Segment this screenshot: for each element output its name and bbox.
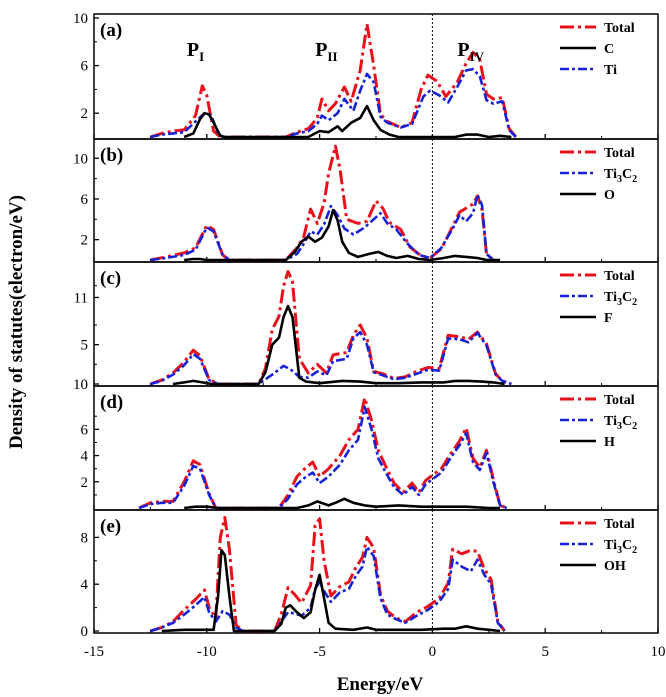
y-tick-label: 10 [73,151,88,167]
panel-label: (e) [100,516,121,537]
x-axis-label: Energy/eV [337,674,424,695]
peak-label: PI [187,39,204,64]
series-group [149,22,518,139]
y-tick-label: 10 [73,11,88,27]
y-tick-label: 8 [81,530,89,546]
series-line-c [183,104,512,139]
series-line-total [150,144,495,262]
legend-label-o: O [604,188,615,203]
x-tick-label: -5 [313,644,326,660]
y-tick-label: 4 [81,577,89,593]
legend: Total Ti3C2 F [560,269,637,326]
panels-layer: 2 6 10 (a) Total C Ti PI PII PIV 2 6 10 (b) Total Ti3C2… [73,11,659,640]
legend-label-ti3c2: Ti3C2 [604,167,637,185]
legend: Total Ti3C2 OH [560,517,637,574]
series-line-h [184,497,501,510]
y-tick-label: 0 [81,624,89,640]
peak-label: PII [315,39,337,64]
series-line-o [184,208,501,262]
legend: Total Ti3C2 O [560,146,637,203]
series-group [150,144,501,262]
series-line-total [149,270,512,386]
x-tick-label: 10 [651,644,666,660]
legend-label-total: Total [604,269,635,284]
series-line-oh [161,549,501,633]
series-line-ti [150,67,517,139]
x-tick-label: -15 [84,644,104,660]
y-axis-label: Density of statutes(electron/eV) [6,195,27,449]
series-group [149,270,512,386]
legend-label-f: F [604,311,613,326]
legend-label-oh: OH [604,559,626,574]
panel-c: 10 5 11 (c) Total Ti3C2 F [73,261,659,393]
panel-label: (b) [100,145,123,166]
panel-d: 2 4 6 (d) Total Ti3C2 H [81,385,659,511]
series-line-ti3c2 [150,330,512,386]
panel-b: 2 6 10 (b) Total Ti3C2 O [73,138,659,263]
y-tick-label: 2 [81,233,89,249]
x-tick-label: -10 [197,644,217,660]
legend-label-ti: Ti [604,63,617,78]
legend: Total C Ti [560,21,635,78]
panel-label: (d) [100,392,123,413]
series-line-ti3c2 [150,193,495,262]
legend-label-ti3c2: Ti3C2 [604,538,637,556]
y-tick-label: 4 [81,449,89,465]
panel-label: (c) [100,268,121,289]
series-line-f [172,304,505,386]
y-tick-label: 6 [81,192,89,208]
legend: Total Ti3C2 H [560,393,637,450]
legend-label-c: C [604,42,614,57]
y-tick-label: 6 [81,422,89,438]
series-group [149,516,506,633]
series-group [138,396,508,510]
y-tick-label: 11 [74,290,88,306]
legend-label-ti3c2: Ti3C2 [604,290,637,308]
y-tick-label: 10 [73,377,88,393]
legend-label-ti3c2: Ti3C2 [604,414,637,432]
legend-label-h: H [604,435,615,450]
x-tick-label: 0 [429,644,437,660]
y-tick-label: 6 [81,59,89,75]
series-line-ti3c2 [150,545,506,633]
x-tick-label: 5 [541,644,549,660]
series-line-total [138,396,508,510]
x-axis: -15 -10 -5 0 5 10 [84,644,666,660]
legend-label-total: Total [604,146,635,161]
y-tick-label: 2 [81,475,89,491]
panel-frame [93,138,659,263]
panel-label: (a) [100,20,122,41]
legend-label-total: Total [604,21,635,36]
panel-e: 0 4 8 (e) Total Ti3C2 OH [81,509,659,640]
peak-label: PIV [457,39,484,64]
legend-label-total: Total [604,393,635,408]
series-line-ti3c2 [138,405,508,510]
series-line-total [149,22,518,139]
panel-a: 2 6 10 (a) Total C Ti PI PII PIV [73,11,659,140]
y-tick-label: 2 [81,106,89,122]
legend-label-total: Total [604,517,635,532]
y-tick-label: 5 [81,338,89,354]
